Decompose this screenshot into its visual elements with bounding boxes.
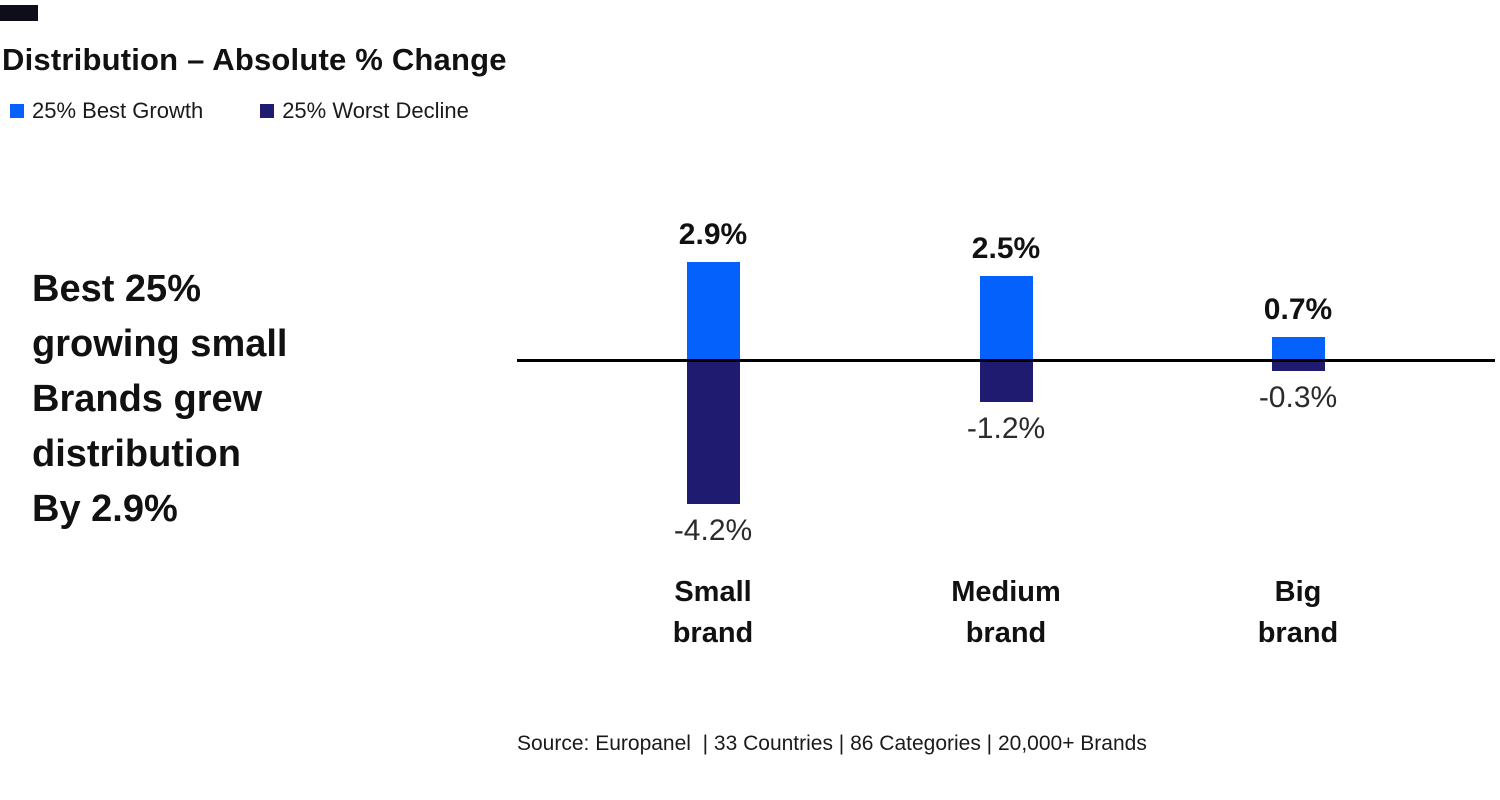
value-label-worst-decline: -1.2% bbox=[966, 412, 1046, 445]
legend-swatch-best-growth-icon bbox=[10, 104, 24, 118]
bar-best-growth bbox=[686, 262, 740, 361]
value-label-worst-decline: -0.3% bbox=[1258, 381, 1338, 414]
corner-tab-decoration bbox=[0, 5, 38, 21]
value-label-best-growth: 2.9% bbox=[678, 218, 748, 251]
legend-label-best-growth: 25% Best Growth bbox=[32, 98, 204, 123]
bar-worst-decline bbox=[686, 361, 740, 504]
value-label-worst-decline: -4.2% bbox=[673, 514, 753, 547]
value-label-best-growth: 0.7% bbox=[1263, 293, 1333, 326]
bar-worst-decline bbox=[979, 361, 1033, 402]
bar-worst-decline bbox=[1271, 361, 1325, 371]
legend: 25% Best Growth 25% Worst Decline bbox=[10, 98, 469, 124]
chart-title: Distribution – Absolute % Change bbox=[2, 42, 507, 77]
bar-best-growth bbox=[979, 276, 1033, 361]
headline: Best 25% growing small Brands grew distr… bbox=[32, 268, 288, 530]
category-label: Big brand bbox=[1257, 576, 1339, 649]
source-note: Source: Europanel | 33 Countries | 86 Ca… bbox=[517, 732, 1147, 755]
category-label: Medium brand bbox=[951, 576, 1061, 649]
value-label-best-growth: 2.5% bbox=[971, 232, 1041, 265]
legend-swatch-worst-decline-icon bbox=[260, 104, 275, 118]
legend-label-worst-decline: 25% Worst Decline bbox=[282, 98, 469, 123]
category-label: Small brand bbox=[672, 576, 754, 649]
legend-item-worst-decline: 25% Worst Decline bbox=[260, 98, 469, 124]
axis-baseline bbox=[517, 359, 1495, 362]
bar-best-growth bbox=[1271, 337, 1325, 361]
legend-item-best-growth: 25% Best Growth bbox=[10, 98, 203, 124]
